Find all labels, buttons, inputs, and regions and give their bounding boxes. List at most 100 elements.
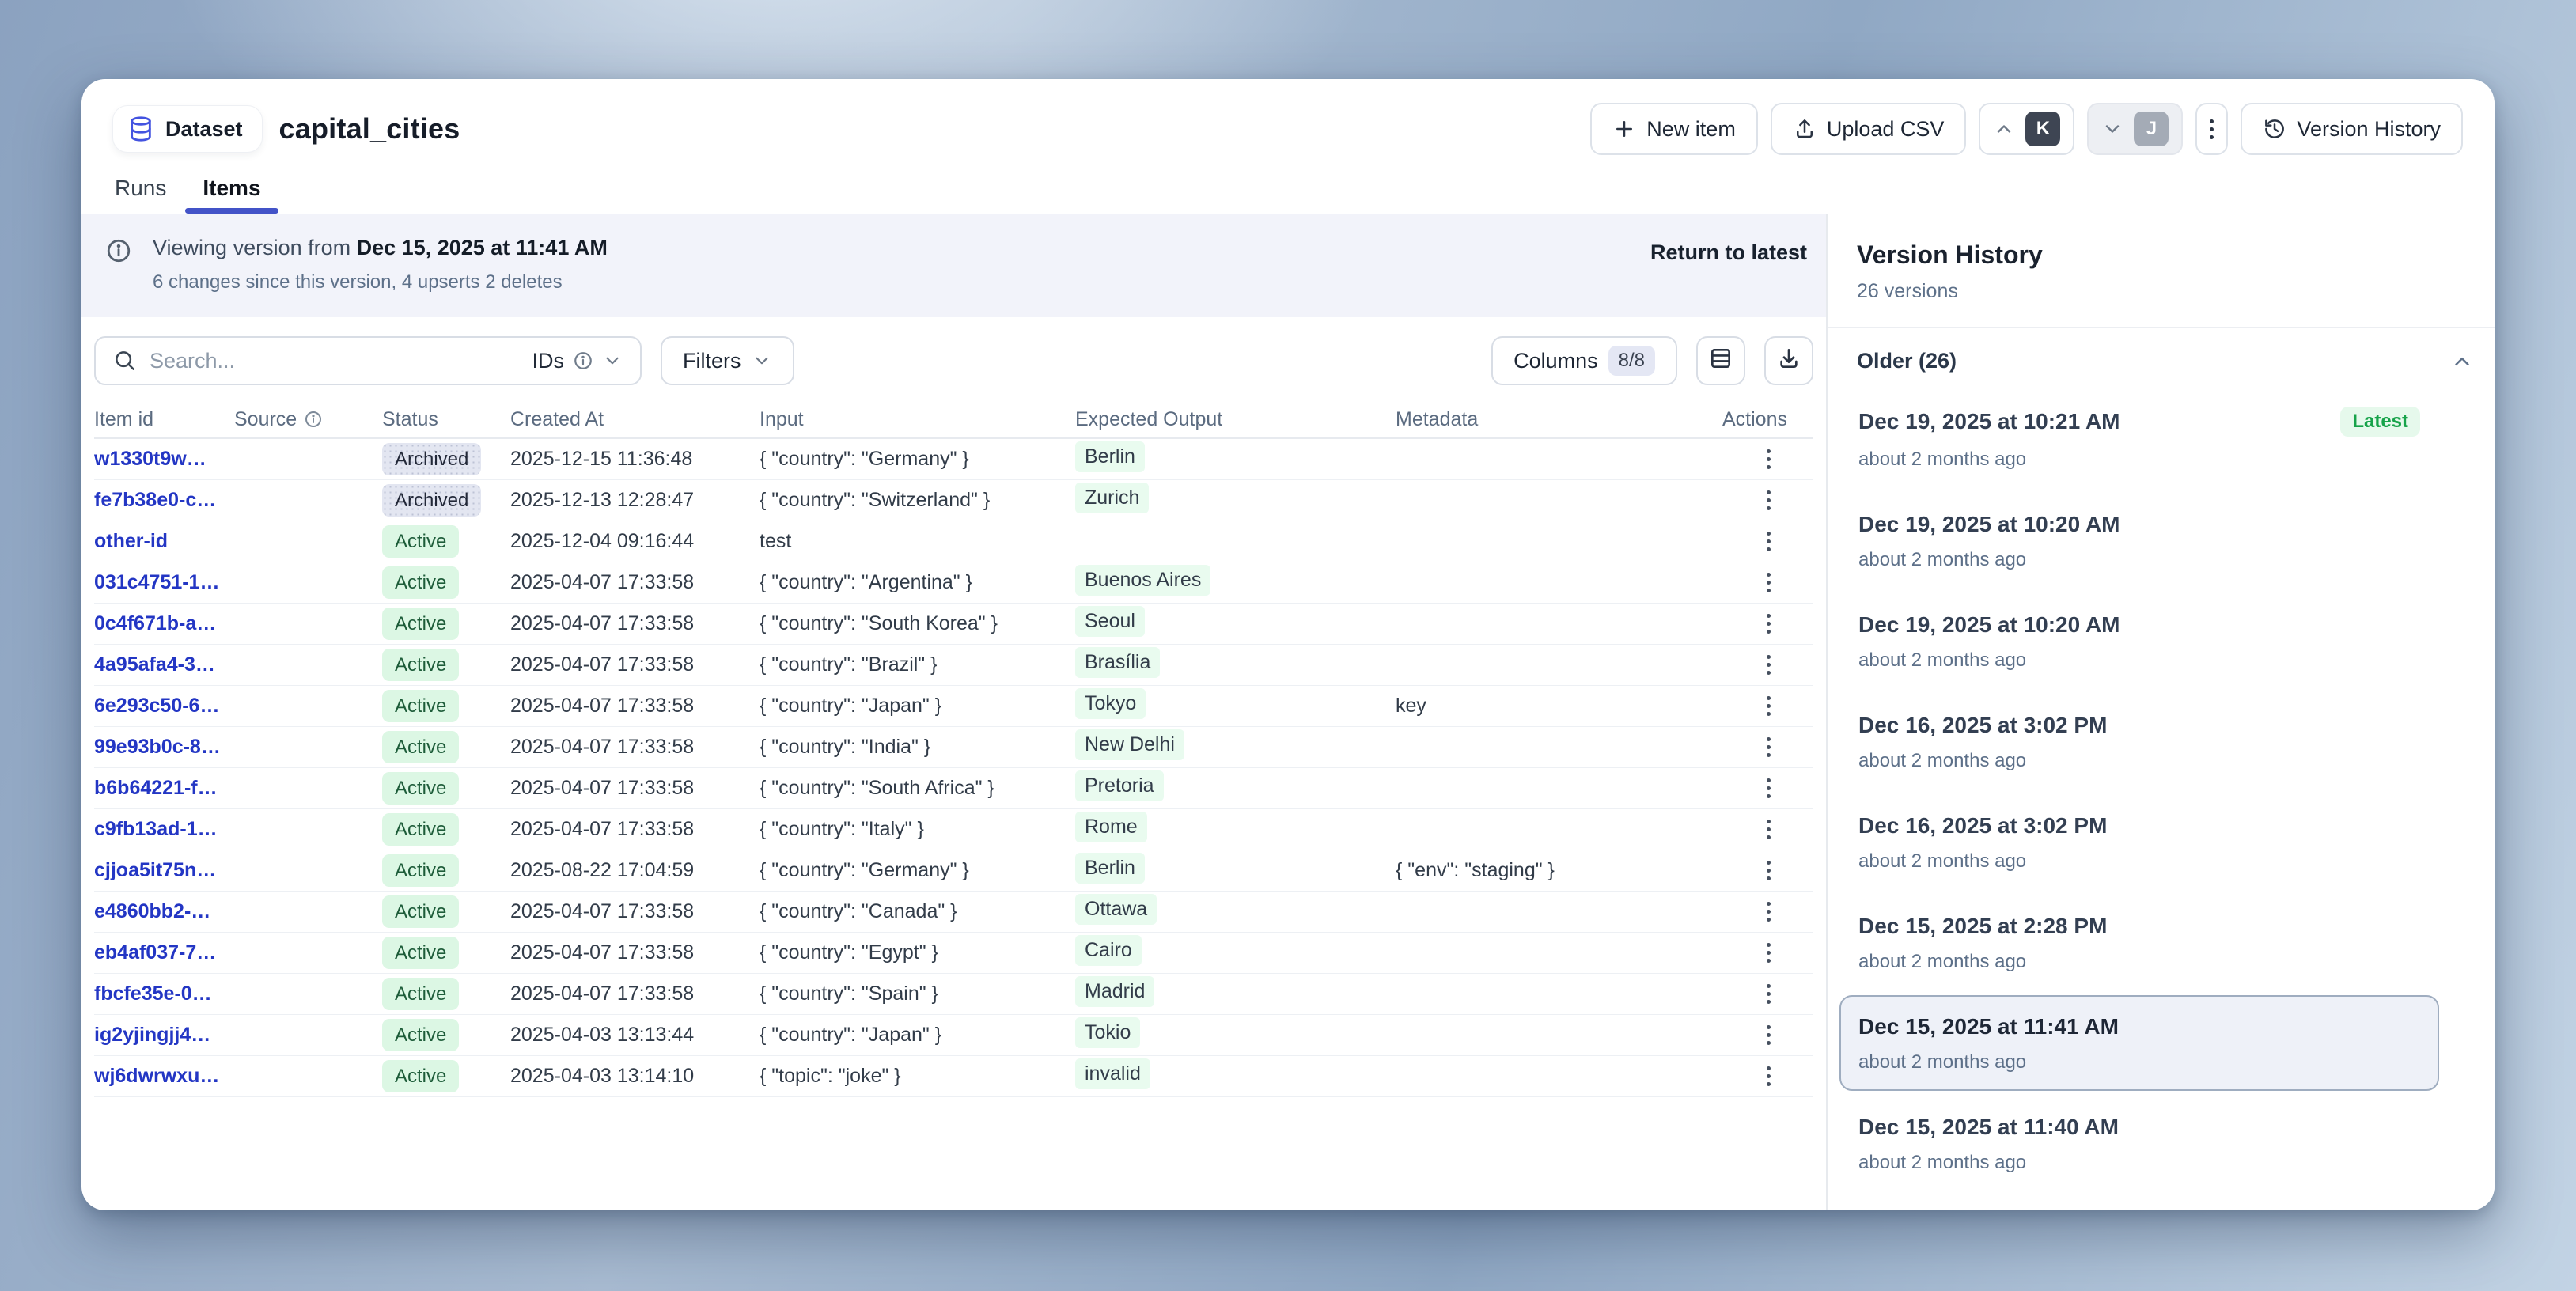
item-id-link[interactable]: fe7b38e0-ca4... [94, 489, 234, 511]
expected-output-cell: Berlin [1075, 441, 1396, 478]
table-row[interactable]: 031c4751-13... Active 2025-04-07 17:33:5… [94, 562, 1813, 604]
item-id-link[interactable]: c9fb13ad-18ff... [94, 818, 234, 840]
row-actions-kebab-icon[interactable] [1759, 976, 1779, 1012]
item-id-link[interactable]: 031c4751-13... [94, 571, 228, 593]
status-cell: Active [382, 936, 510, 970]
table-row[interactable]: 99e93b0c-88... Active 2025-04-07 17:33:5… [94, 727, 1813, 768]
row-actions-kebab-icon[interactable] [1759, 565, 1779, 600]
table-row[interactable]: fbcfe35e-0c8... Active 2025-04-07 17:33:… [94, 974, 1813, 1015]
version-item[interactable]: Dec 19, 2025 at 10:20 AM about 2 months … [1839, 493, 2439, 589]
table-row[interactable]: ig2yjingjj4hql... Active 2025-04-03 13:1… [94, 1015, 1813, 1056]
row-actions-kebab-icon[interactable] [1759, 441, 1779, 477]
header-overflow-menu-button[interactable] [2195, 103, 2229, 155]
item-id-link[interactable]: 6e293c50-6b... [94, 695, 229, 717]
row-actions-kebab-icon[interactable] [1759, 729, 1779, 765]
filters-button[interactable]: Filters [661, 336, 794, 385]
version-banner: Viewing version from Dec 15, 2025 at 11:… [81, 214, 1826, 317]
item-id-link[interactable]: other-id [94, 530, 169, 552]
kebab-icon [2210, 119, 2214, 139]
row-actions-kebab-icon[interactable] [1759, 647, 1779, 683]
table-row[interactable]: cjjoa5it75n3jr... Active 2025-08-22 17:0… [94, 850, 1813, 892]
ids-dropdown[interactable]: IDs [532, 349, 623, 373]
item-id-link[interactable]: w1330t9ww1a... [94, 448, 234, 470]
version-item[interactable]: Dec 16, 2025 at 3:02 PM about 2 months a… [1839, 794, 2439, 890]
row-actions-kebab-icon[interactable] [1759, 606, 1779, 642]
column-header-created-at[interactable]: Created At [510, 407, 604, 430]
version-item[interactable]: Dec 15, 2025 at 11:41 AM about 2 months … [1839, 995, 2439, 1091]
table-row[interactable]: 4a95afa4-3b... Active 2025-04-07 17:33:5… [94, 645, 1813, 686]
table-row[interactable]: 0c4f671b-ac5... Active 2025-04-07 17:33:… [94, 604, 1813, 645]
expected-output-value: Seoul [1075, 605, 1145, 637]
version-relative-time: about 2 months ago [1858, 649, 2027, 671]
columns-button[interactable]: Columns 8/8 [1491, 336, 1677, 385]
item-id-link[interactable]: 99e93b0c-88... [94, 736, 229, 758]
column-header-expected-output[interactable]: Expected Output [1075, 407, 1223, 430]
version-history-button[interactable]: Version History [2241, 103, 2463, 155]
item-id-link[interactable]: 4a95afa4-3b... [94, 653, 224, 676]
row-density-button[interactable] [1696, 336, 1745, 385]
items-table: Item id Source Status Created At Input E… [81, 401, 1826, 1097]
input-cell: { "country": "Italy" } [760, 818, 924, 840]
version-relative-time: about 2 months ago [1858, 549, 2027, 570]
return-to-latest-link[interactable]: Return to latest [1650, 240, 1807, 264]
table-row[interactable]: b6b64221-f9... Active 2025-04-07 17:33:5… [94, 768, 1813, 809]
table-row[interactable]: 6e293c50-6b... Active 2025-04-07 17:33:5… [94, 686, 1813, 727]
status-badge: Active [382, 1059, 460, 1093]
upload-csv-button[interactable]: Upload CSV [1770, 103, 1967, 155]
version-relative-time: about 2 months ago [1858, 449, 2027, 470]
column-header-input[interactable]: Input [760, 407, 804, 430]
download-button[interactable] [1764, 336, 1813, 385]
search-input[interactable] [150, 348, 520, 373]
table-row[interactable]: eb4af037-791... Active 2025-04-07 17:33:… [94, 933, 1813, 974]
item-id-link[interactable]: b6b64221-f9... [94, 777, 225, 799]
item-id-link[interactable]: wj6dwrwxu6j... [94, 1065, 233, 1087]
version-item[interactable]: Dec 15, 2025 at 11:36 AM about 2 months … [1839, 1196, 2439, 1210]
user-k-button[interactable]: K [1979, 103, 2075, 155]
row-actions-kebab-icon[interactable] [1759, 1017, 1779, 1053]
item-id-link[interactable]: 0c4f671b-ac5... [94, 612, 234, 634]
row-actions-kebab-icon[interactable] [1759, 688, 1779, 724]
row-actions-kebab-icon[interactable] [1759, 894, 1779, 929]
version-item[interactable]: Dec 16, 2025 at 3:02 PM about 2 months a… [1839, 694, 2439, 789]
actions-cell [1722, 647, 1815, 683]
version-item[interactable]: Dec 15, 2025 at 2:28 PM about 2 months a… [1839, 895, 2439, 990]
expected-output-cell: Zurich [1075, 482, 1396, 519]
user-j-button[interactable]: J [2087, 103, 2184, 155]
item-id-link[interactable]: e4860bb2-e4... [94, 900, 229, 922]
status-badge: Active [382, 648, 460, 682]
table-row[interactable]: c9fb13ad-18ff... Active 2025-04-07 17:33… [94, 809, 1813, 850]
row-actions-kebab-icon[interactable] [1759, 483, 1779, 518]
tab-runs[interactable]: Runs [115, 176, 167, 200]
tab-items[interactable]: Items [185, 176, 278, 214]
version-item[interactable]: Dec 19, 2025 at 10:21 AM Latest about 2 … [1839, 388, 2439, 488]
input-cell: { "country": "Germany" } [760, 448, 969, 470]
expected-output-cell: Pretoria [1075, 770, 1396, 807]
column-header-status[interactable]: Status [382, 407, 438, 430]
version-history-panel: Version History 26 versions Older (26) D… [1826, 214, 2495, 1210]
column-header-metadata[interactable]: Metadata [1396, 407, 1479, 430]
table-row[interactable]: other-id Active 2025-12-04 09:16:44 test [94, 521, 1813, 562]
table-row[interactable]: w1330t9ww1a... Archived 2025-12-15 11:36… [94, 439, 1813, 480]
item-id-link[interactable]: fbcfe35e-0c8... [94, 982, 231, 1005]
older-versions-group-toggle[interactable]: Older (26) [1828, 327, 2495, 380]
row-actions-kebab-icon[interactable] [1759, 1058, 1779, 1094]
item-id-link[interactable]: eb4af037-791... [94, 941, 234, 964]
row-actions-kebab-icon[interactable] [1759, 524, 1779, 559]
new-item-button[interactable]: New item [1590, 103, 1758, 155]
history-icon [2263, 117, 2286, 141]
row-actions-kebab-icon[interactable] [1759, 853, 1779, 888]
table-row[interactable]: wj6dwrwxu6j... Active 2025-04-03 13:14:1… [94, 1056, 1813, 1097]
version-item[interactable]: Dec 15, 2025 at 11:40 AM about 2 months … [1839, 1096, 2439, 1191]
created-at-cell: 2025-04-07 17:33:58 [510, 900, 695, 922]
version-item[interactable]: Dec 19, 2025 at 10:20 AM about 2 months … [1839, 593, 2439, 689]
row-actions-kebab-icon[interactable] [1759, 770, 1779, 806]
column-header-item-id[interactable]: Item id [94, 407, 154, 430]
item-id-link[interactable]: ig2yjingjj4hql... [94, 1024, 234, 1046]
table-row[interactable]: fe7b38e0-ca4... Archived 2025-12-13 12:2… [94, 480, 1813, 521]
row-actions-kebab-icon[interactable] [1759, 812, 1779, 847]
dataset-window: Dataset capital_cities New item Upload C… [81, 79, 2495, 1210]
table-row[interactable]: e4860bb2-e4... Active 2025-04-07 17:33:5… [94, 892, 1813, 933]
item-id-link[interactable]: cjjoa5it75n3jr... [94, 859, 234, 881]
column-header-source[interactable]: Source [234, 408, 382, 431]
row-actions-kebab-icon[interactable] [1759, 935, 1779, 971]
